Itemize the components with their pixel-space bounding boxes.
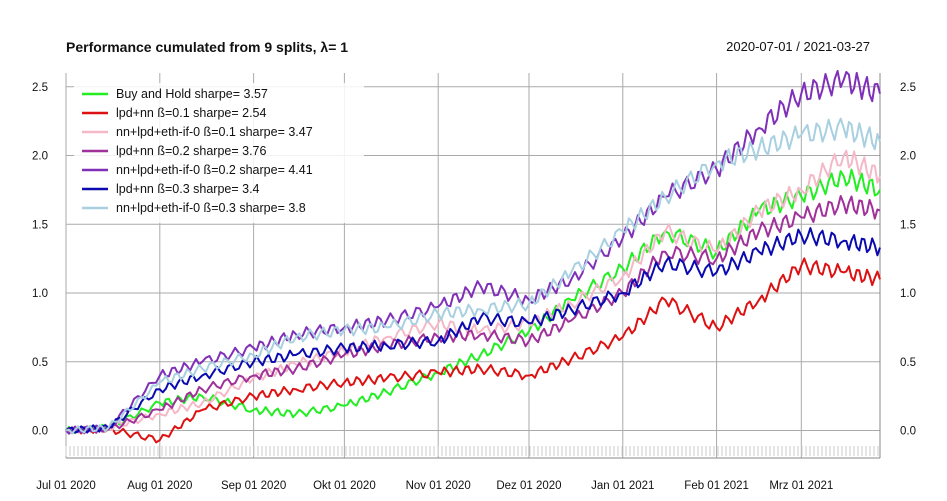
y-tick-label-left: 1.5 xyxy=(32,219,48,231)
legend: Buy and Hold sharpe= 3.57 lpd+nn ß=0.1 sh… xyxy=(74,83,364,223)
series-line-7 xyxy=(65,117,881,435)
legend-label: lpd+nn ß=0.1 sharpe= 2.54 xyxy=(116,106,267,120)
legend-label: nn+lpd+eth-if-0 ß=0.2 sharpe= 4.41 xyxy=(116,163,313,177)
y-axis-right: 0.0 0.5 1.0 1.5 2.0 2.5 xyxy=(900,82,916,438)
x-tick-label: Sep 01 2020 xyxy=(221,480,286,492)
y-tick-label-left: 1.0 xyxy=(32,288,48,300)
x-tick-label: Dez 01 2020 xyxy=(496,480,561,492)
y-tick-label-right: 2.5 xyxy=(900,82,916,94)
legend-label: lpd+nn ß=0.3 sharpe= 3.4 xyxy=(116,182,260,196)
legend-label: Buy and Hold sharpe= 3.57 xyxy=(116,87,268,101)
x-tick-label: Nov 01 2020 xyxy=(406,480,471,492)
x-tick-label: Okt 01 2020 xyxy=(313,480,376,492)
y-tick-label-left: 0.0 xyxy=(32,426,48,438)
y-tick-label-right: 0.5 xyxy=(900,357,916,369)
series-line-2 xyxy=(65,257,881,444)
y-tick-label-left: 2.0 xyxy=(32,151,48,163)
series-line-6 xyxy=(65,227,881,434)
x-axis: Jul 01 2020 Aug 01 2020 Sep 01 2020 Okt 01 … xyxy=(36,446,880,492)
series-line-3 xyxy=(65,149,881,434)
x-tick-label: Feb 01 2021 xyxy=(684,480,749,492)
series-line-4 xyxy=(65,195,881,435)
x-tick-label: Jul 01 2020 xyxy=(36,480,95,492)
legend-label: nn+lpd+eth-if-0 ß=0.3 sharpe= 3.8 xyxy=(116,201,306,215)
x-tick-label: Jan 01 2021 xyxy=(591,480,654,492)
x-tick-label: Mrz 01 2021 xyxy=(769,480,833,492)
series-line-5 xyxy=(65,70,881,435)
y-tick-label-right: 2.0 xyxy=(900,151,916,163)
y-tick-label-left: 0.5 xyxy=(32,357,48,369)
chart-title: Performance cumulated from 9 splits, λ= … xyxy=(66,39,348,55)
y-axis-left: 0.0 0.5 1.0 1.5 2.0 2.5 xyxy=(32,82,48,438)
y-tick-label-left: 2.5 xyxy=(32,82,48,94)
y-tick-label-right: 0.0 xyxy=(900,426,916,438)
chart-date-range: 2020-07-01 / 2021-03-27 xyxy=(726,39,870,54)
legend-label: lpd+nn ß=0.2 sharpe= 3.76 xyxy=(116,144,267,158)
y-tick-label-right: 1.0 xyxy=(900,288,916,300)
legend-background xyxy=(74,83,364,223)
x-tick-label: Aug 01 2020 xyxy=(127,480,192,492)
legend-label: nn+lpd+eth-if-0 ß=0.1 sharpe= 3.47 xyxy=(116,125,313,139)
series-lines xyxy=(65,70,881,444)
y-tick-label-right: 1.5 xyxy=(900,219,916,231)
